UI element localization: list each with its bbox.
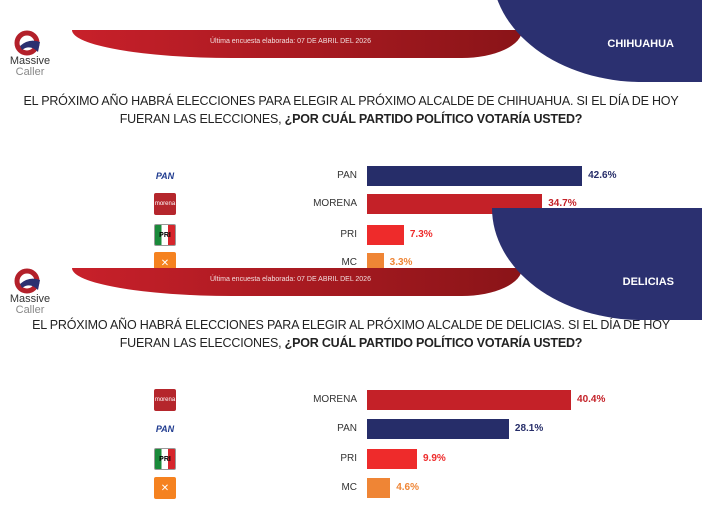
logo-icon <box>14 268 40 294</box>
data-label: 3.3% <box>389 257 413 268</box>
bar-row-morena: morena MORENA 40.4% <box>0 389 702 411</box>
pri-logo-icon: PRI <box>154 448 176 470</box>
survey-date: Última encuesta elaborada: 07 DE ABRIL D… <box>210 38 371 45</box>
region-badge: DELICIAS <box>492 208 702 320</box>
logo-icon <box>14 30 40 56</box>
morena-logo-icon: morena <box>154 193 176 215</box>
morena-logo-icon: morena <box>154 389 176 411</box>
data-label: 42.6% <box>588 170 617 181</box>
header-banner: Última encuesta elaborada: 07 DE ABRIL D… <box>72 30 522 58</box>
chart-title: EL PRÓXIMO AÑO HABRÁ ELECCIONES PARA ELE… <box>32 318 670 350</box>
brand-line1: Massive <box>9 293 51 305</box>
data-label: 34.7% <box>548 198 577 209</box>
category-label: MC <box>341 482 357 493</box>
category-label: MORENA <box>313 394 357 405</box>
bar-mc <box>367 478 391 498</box>
bar-row-pan: PAN PAN 42.6% <box>0 165 702 187</box>
massive-caller-logo: Massive Caller <box>6 268 52 328</box>
chart-title-bold: ¿POR CUÁL PARTIDO POLÍTICO VOTARÍA USTED… <box>284 336 583 350</box>
category-label: PRI <box>340 229 357 240</box>
mc-logo-icon: ✕ <box>154 477 176 499</box>
data-label: 7.3% <box>409 229 433 240</box>
survey-date: Última encuesta elaborada: 07 DE ABRIL D… <box>210 276 371 283</box>
header-banner: Última encuesta elaborada: 07 DE ABRIL D… <box>72 268 522 296</box>
category-label: PAN <box>337 170 357 181</box>
bar-pri <box>367 225 404 245</box>
region-badge: CHIHUAHUA <box>492 0 702 82</box>
data-label: 9.9% <box>422 453 446 464</box>
bar-morena <box>367 390 572 410</box>
pan-logo-icon: PAN <box>155 171 175 181</box>
bar-pan <box>367 419 509 439</box>
data-label: 40.4% <box>577 394 606 405</box>
chart-panel-delicias: Última encuesta elaborada: 07 DE ABRIL D… <box>0 208 702 526</box>
chart-title: EL PRÓXIMO AÑO HABRÁ ELECCIONES PARA ELE… <box>23 94 679 126</box>
region-name: DELICIAS <box>622 276 674 288</box>
bar-row-pri: PRI PRI 7.3% <box>0 224 702 246</box>
region-name: CHIHUAHUA <box>607 38 674 50</box>
brand-line2: Caller <box>15 66 45 78</box>
category-label: PRI <box>340 453 357 464</box>
bar-row-pri: PRI PRI 9.9% <box>0 448 702 470</box>
category-label: PAN <box>337 423 357 434</box>
category-label: MC <box>341 257 357 268</box>
bar-row-mc: ✕ MC 4.6% <box>0 477 702 499</box>
data-label: 4.6% <box>396 482 420 493</box>
brand-line2: Caller <box>15 304 45 316</box>
pri-logo-icon: PRI <box>154 224 176 246</box>
massive-caller-logo: Massive Caller <box>6 30 52 90</box>
chart-title-bold: ¿POR CUÁL PARTIDO POLÍTICO VOTARÍA USTED… <box>284 112 583 126</box>
pan-logo-icon: PAN <box>155 424 175 434</box>
category-label: MORENA <box>313 198 357 209</box>
data-label: 28.1% <box>514 423 544 434</box>
bar-row-pan: PAN PAN 28.1% <box>0 418 702 440</box>
bar-pan <box>367 166 583 186</box>
brand-line1: Massive <box>9 55 51 67</box>
bar-pri <box>367 449 417 469</box>
